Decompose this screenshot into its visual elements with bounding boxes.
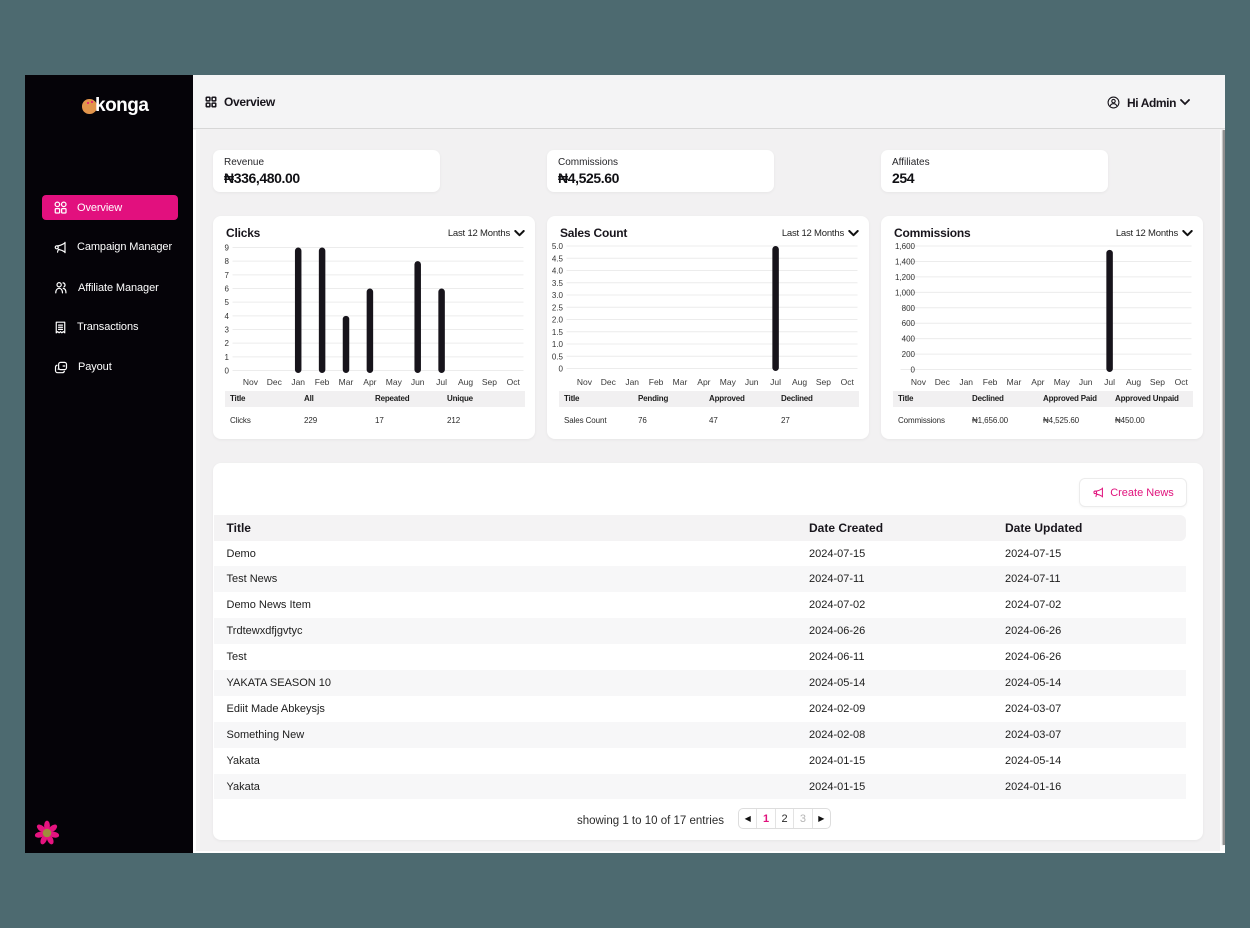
svg-text:800: 800 — [902, 303, 916, 312]
svg-text:4.0: 4.0 — [552, 266, 564, 275]
svg-text:Sep: Sep — [1150, 377, 1165, 387]
svg-text:Jun: Jun — [1079, 377, 1093, 387]
svg-text:4: 4 — [225, 311, 230, 320]
svg-text:Nov: Nov — [911, 377, 927, 387]
svg-text:3: 3 — [225, 325, 230, 334]
svg-text:5.0: 5.0 — [552, 242, 564, 251]
svg-text:Oct: Oct — [841, 377, 855, 387]
svg-text:1.5: 1.5 — [552, 327, 564, 336]
svg-text:Apr: Apr — [1031, 377, 1044, 387]
svg-text:7: 7 — [225, 270, 230, 279]
svg-text:1,600: 1,600 — [895, 242, 916, 251]
svg-text:Jul: Jul — [436, 377, 447, 387]
svg-text:Feb: Feb — [649, 377, 664, 387]
svg-text:Oct: Oct — [507, 377, 521, 387]
svg-text:2: 2 — [225, 339, 230, 348]
svg-text:Aug: Aug — [1126, 377, 1141, 387]
svg-text:Apr: Apr — [363, 377, 376, 387]
svg-text:Jul: Jul — [770, 377, 781, 387]
svg-text:Sep: Sep — [482, 377, 497, 387]
svg-text:600: 600 — [902, 319, 916, 328]
svg-text:Mar: Mar — [339, 377, 354, 387]
svg-text:0: 0 — [559, 364, 564, 373]
svg-text:Feb: Feb — [983, 377, 998, 387]
svg-text:400: 400 — [902, 334, 916, 343]
svg-text:May: May — [1054, 377, 1071, 387]
svg-text:5: 5 — [225, 298, 230, 307]
svg-text:Dec: Dec — [601, 377, 617, 387]
svg-text:4.5: 4.5 — [552, 254, 564, 263]
svg-text:May: May — [386, 377, 403, 387]
svg-text:2.5: 2.5 — [552, 303, 564, 312]
svg-text:May: May — [720, 377, 737, 387]
svg-text:Jan: Jan — [625, 377, 639, 387]
svg-text:Mar: Mar — [673, 377, 688, 387]
svg-text:Feb: Feb — [315, 377, 330, 387]
svg-text:Jan: Jan — [291, 377, 305, 387]
svg-text:8: 8 — [225, 257, 230, 266]
svg-text:Aug: Aug — [792, 377, 807, 387]
svg-text:Nov: Nov — [577, 377, 593, 387]
svg-text:3.0: 3.0 — [552, 291, 564, 300]
svg-text:Nov: Nov — [243, 377, 259, 387]
svg-text:9: 9 — [225, 243, 230, 252]
svg-text:2.0: 2.0 — [552, 315, 564, 324]
svg-text:1,200: 1,200 — [895, 272, 916, 281]
svg-text:6: 6 — [225, 284, 230, 293]
svg-text:Mar: Mar — [1007, 377, 1022, 387]
svg-text:200: 200 — [902, 350, 916, 359]
svg-text:0.5: 0.5 — [552, 352, 564, 361]
svg-text:1.0: 1.0 — [552, 340, 564, 349]
svg-text:Sep: Sep — [816, 377, 831, 387]
svg-text:3.5: 3.5 — [552, 278, 564, 287]
svg-text:1: 1 — [225, 352, 230, 361]
svg-text:1,000: 1,000 — [895, 288, 916, 297]
svg-text:Jun: Jun — [745, 377, 759, 387]
svg-text:Jul: Jul — [1104, 377, 1115, 387]
svg-text:0: 0 — [225, 366, 230, 375]
svg-text:Dec: Dec — [267, 377, 283, 387]
svg-text:Apr: Apr — [697, 377, 710, 387]
svg-text:1,400: 1,400 — [895, 257, 916, 266]
svg-text:Aug: Aug — [458, 377, 473, 387]
svg-text:Jan: Jan — [959, 377, 973, 387]
svg-text:Dec: Dec — [935, 377, 951, 387]
svg-text:Jun: Jun — [411, 377, 425, 387]
svg-text:Oct: Oct — [1175, 377, 1189, 387]
svg-text:0: 0 — [911, 365, 916, 374]
